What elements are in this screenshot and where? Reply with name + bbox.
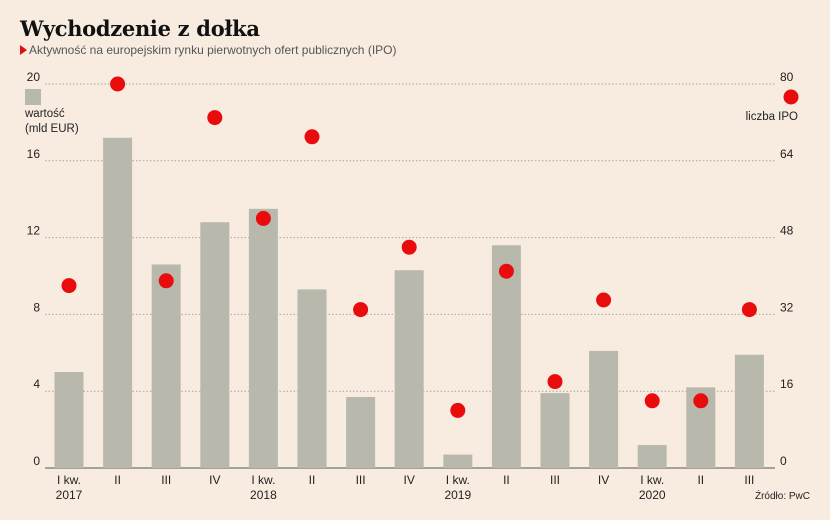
year-label: 2020 xyxy=(639,488,666,502)
source-note: Źródło: PwC xyxy=(755,489,810,502)
category-label: II xyxy=(114,473,121,487)
ipo-dot xyxy=(596,292,612,308)
chart-subtitle: Aktywność na europejskim rynku pierwotny… xyxy=(20,43,396,57)
ipo-dot xyxy=(644,393,660,409)
year-label: 2019 xyxy=(444,488,471,502)
ipo-dot xyxy=(304,129,320,145)
ipo-dot xyxy=(110,76,126,92)
bar xyxy=(103,137,133,468)
category-label: III xyxy=(161,473,171,487)
triangle-marker-icon xyxy=(20,45,27,55)
legend-dot-label: liczba IPO xyxy=(746,111,798,123)
dot-series xyxy=(61,76,757,418)
bar xyxy=(637,444,667,468)
left-tick-label: 4 xyxy=(33,377,40,391)
bar xyxy=(734,354,764,468)
right-tick-label: 48 xyxy=(780,224,794,238)
ipo-dot xyxy=(498,263,514,279)
ipo-dot xyxy=(693,393,709,409)
right-tick-label: 80 xyxy=(780,70,794,84)
category-label: IV xyxy=(598,473,609,487)
category-label: III xyxy=(744,473,754,487)
ipo-dot xyxy=(450,402,466,418)
bar xyxy=(297,289,327,468)
legend-dot-swatch xyxy=(783,89,799,105)
category-label: I kw. xyxy=(251,473,275,487)
right-tick-label: 16 xyxy=(780,377,794,391)
bar xyxy=(151,264,181,468)
category-label: III xyxy=(550,473,560,487)
chart-title: Wychodzenie z dołka xyxy=(20,16,260,41)
year-label: 2017 xyxy=(56,488,83,502)
bar xyxy=(200,222,230,468)
year-label: 2018 xyxy=(250,488,277,502)
right-tick-label: 0 xyxy=(780,454,787,468)
ipo-dot xyxy=(741,302,757,318)
right-tick-label: 64 xyxy=(780,147,794,161)
bar xyxy=(491,245,521,468)
bar xyxy=(54,372,84,468)
ipo-dot xyxy=(61,278,77,294)
left-tick-label: 20 xyxy=(27,70,41,84)
ipo-dot xyxy=(207,110,223,126)
category-label: IV xyxy=(404,473,415,487)
subtitle-text: Aktywność na europejskim rynku pierwotny… xyxy=(29,43,397,57)
category-label: II xyxy=(697,473,704,487)
category-label: I kw. xyxy=(446,473,470,487)
left-tick-label: 12 xyxy=(27,224,41,238)
bar xyxy=(346,396,376,468)
left-tick-label: 16 xyxy=(27,147,41,161)
ipo-dot xyxy=(158,273,174,289)
category-label: II xyxy=(503,473,510,487)
bar-series xyxy=(54,137,764,469)
left-tick-label: 0 xyxy=(33,454,40,468)
bar xyxy=(248,208,278,469)
ipo-dot xyxy=(255,210,271,226)
legend: wartość (mld EUR) liczba IPO xyxy=(24,89,799,135)
bar xyxy=(589,350,619,468)
bar xyxy=(443,454,473,468)
category-label: IV xyxy=(209,473,220,487)
category-label: II xyxy=(309,473,316,487)
ipo-dot xyxy=(547,374,563,390)
left-tick-label: 8 xyxy=(33,300,40,314)
legend-bar-label: (mld EUR) xyxy=(25,123,79,135)
right-tick-label: 32 xyxy=(780,300,794,314)
legend-bar-label: wartość xyxy=(24,108,65,120)
category-label: I kw. xyxy=(57,473,81,487)
ipo-dot xyxy=(353,302,369,318)
category-label: I kw. xyxy=(640,473,664,487)
ipo-dot xyxy=(401,239,417,255)
category-label: III xyxy=(356,473,366,487)
bar xyxy=(394,270,424,468)
bar xyxy=(540,393,570,468)
legend-bar-swatch xyxy=(25,89,41,105)
